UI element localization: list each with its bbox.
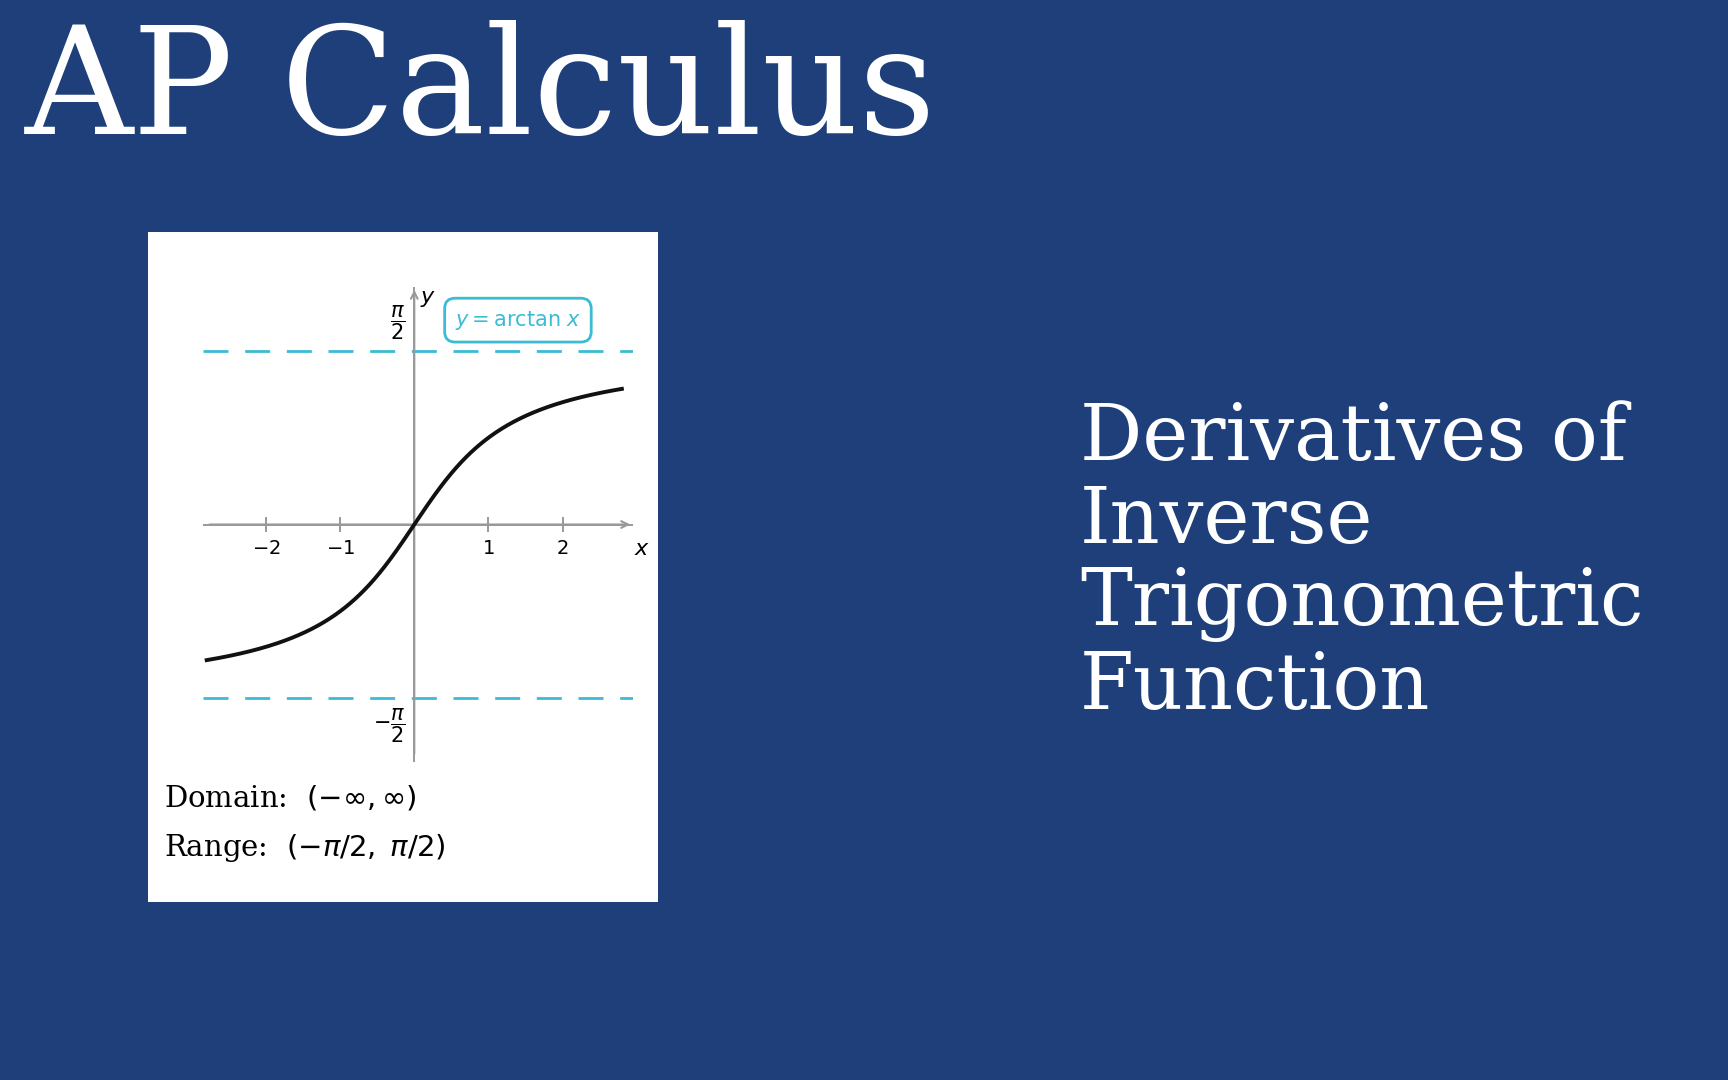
Text: $y = \mathrm{arctan}\; x$: $y = \mathrm{arctan}\; x$	[454, 309, 581, 332]
Text: Range:  $(-\pi/2,\; \pi/2)$: Range: $(-\pi/2,\; \pi/2)$	[164, 832, 446, 864]
Text: $1$: $1$	[482, 540, 494, 558]
Text: $2$: $2$	[556, 540, 569, 558]
Text: $y$: $y$	[420, 287, 435, 309]
Text: Trigonometric: Trigonometric	[1080, 566, 1643, 642]
Bar	[149, 232, 658, 902]
Text: $x$: $x$	[634, 538, 650, 559]
Text: Inverse: Inverse	[1080, 483, 1374, 558]
Text: Derivatives of: Derivatives of	[1080, 400, 1626, 476]
Text: $\dfrac{\pi}{2}$: $\dfrac{\pi}{2}$	[391, 303, 406, 342]
Text: Domain:  $(-\infty, \infty)$: Domain: $(-\infty, \infty)$	[164, 784, 416, 813]
Text: $-1$: $-1$	[325, 540, 354, 558]
Text: AP Calculus: AP Calculus	[24, 21, 937, 165]
Text: $-2$: $-2$	[252, 540, 280, 558]
Text: Function: Function	[1080, 649, 1431, 725]
Text: $-\dfrac{\pi}{2}$: $-\dfrac{\pi}{2}$	[373, 706, 406, 745]
